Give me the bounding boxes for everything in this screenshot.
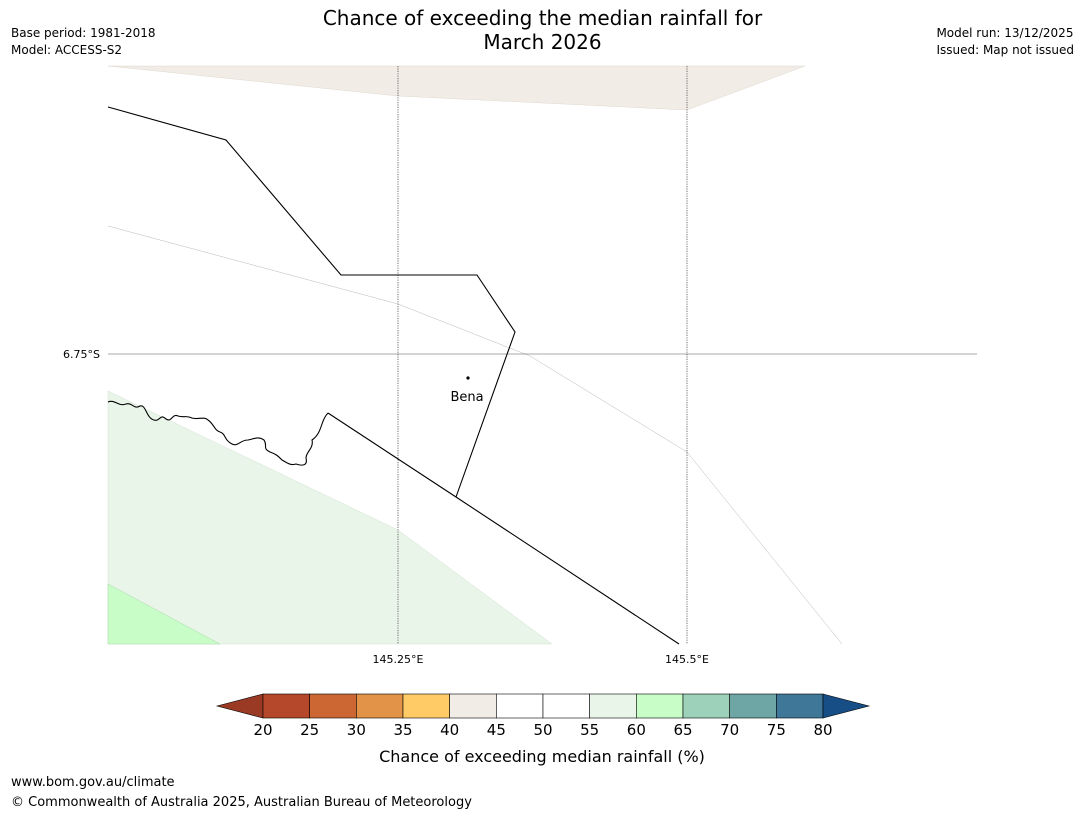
- road-line: [107, 225, 843, 645]
- colorbar-segment: [542, 693, 590, 719]
- province-boundary-wiggle: [107, 400, 329, 466]
- map-area: Bena 6.75°S 145.25°E 145.5°E: [63, 65, 977, 666]
- title-line-2: March 2026: [483, 30, 602, 54]
- colorbar-segment: [496, 693, 544, 719]
- colorbar-segment: [262, 693, 310, 719]
- colorbar-low-extend: [215, 693, 264, 719]
- colorbar-tick-label: 55: [580, 721, 599, 739]
- lon-label-145-5: 145.5°E: [665, 653, 709, 666]
- colorbar-tick-label: 40: [440, 721, 459, 739]
- province-boundary-south: [327, 412, 680, 645]
- colorbar-tick-label: 60: [627, 721, 646, 739]
- colorbar-title: Chance of exceeding median rainfall (%): [379, 747, 705, 766]
- colorbar-tick-label: 20: [253, 721, 272, 739]
- region-60-65: [107, 583, 221, 645]
- colorbar-segment: [449, 693, 497, 719]
- colorbar-segment: [682, 693, 730, 719]
- colorbar-segment: [356, 693, 404, 719]
- region-55-60: [107, 390, 553, 645]
- colorbar-tick-label: 70: [720, 721, 739, 739]
- colorbar-segment: [589, 693, 637, 719]
- colorbar-tick-label: 45: [487, 721, 506, 739]
- footer-url: www.bom.gov.au/climate: [11, 775, 175, 790]
- bena-label: Bena: [450, 390, 483, 405]
- colorbar-segment: [729, 693, 777, 719]
- meta-left: Base period: 1981-2018 Model: ACCESS-S2: [11, 25, 156, 59]
- colorbar-segment: [402, 693, 450, 719]
- model-name: Model: ACCESS-S2: [11, 43, 123, 57]
- colorbar-tick-label: 80: [813, 721, 832, 739]
- lat-label: 6.75°S: [63, 348, 100, 361]
- colorbar-tick-label: 25: [300, 721, 319, 739]
- region-40-45: [107, 65, 806, 111]
- meta-right: Model run: 13/12/2025 Issued: Map not is…: [936, 25, 1074, 59]
- bena-marker: [466, 376, 470, 380]
- base-period: Base period: 1981-2018: [11, 26, 156, 40]
- colorbar-segment: [776, 693, 824, 719]
- colorbar-tick-label: 30: [347, 721, 366, 739]
- colorbar-segment: [309, 693, 357, 719]
- province-boundary-north: [107, 106, 516, 498]
- footer-copyright: © Commonwealth of Australia 2025, Austra…: [11, 795, 472, 810]
- colorbar-tick-label: 35: [393, 721, 412, 739]
- title-line-1: Chance of exceeding the median rainfall …: [322, 6, 763, 30]
- colorbar-high-extend: [822, 693, 871, 719]
- colorbar-tick-label: 75: [767, 721, 786, 739]
- colorbar: 20 25 30 35 40 45 50 55 60 65 70 75 80 Chance of exc…: [215, 693, 871, 766]
- colorbar-segment: [636, 693, 684, 719]
- map-title: Chance of exceeding the median rainfall …: [0, 6, 1085, 54]
- lon-label-145-25: 145.25°E: [373, 653, 424, 666]
- model-run: Model run: 13/12/2025: [936, 26, 1074, 40]
- colorbar-tick-label: 50: [533, 721, 552, 739]
- issued-status: Issued: Map not issued: [936, 43, 1074, 57]
- colorbar-tick-label: 65: [673, 721, 692, 739]
